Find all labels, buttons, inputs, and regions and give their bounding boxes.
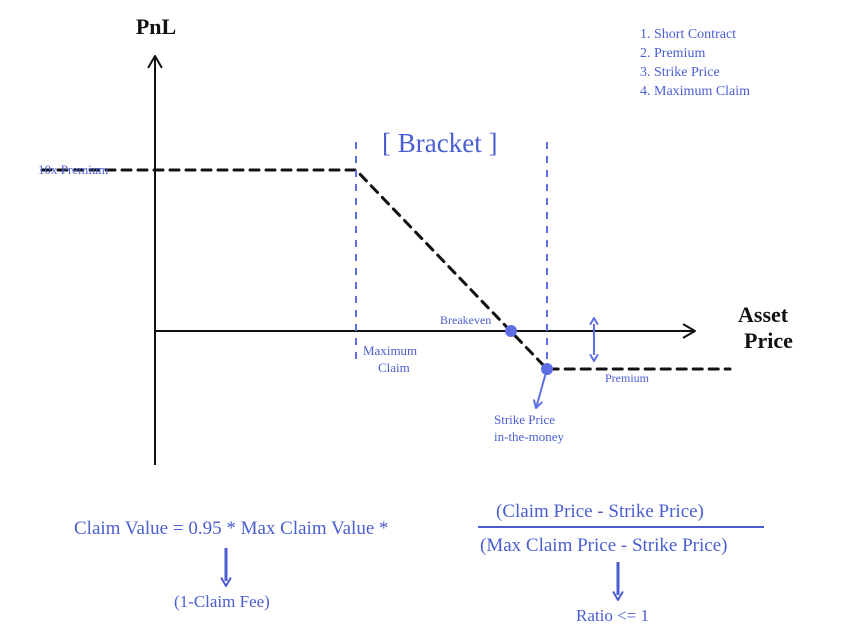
label-premium: Premium [605, 371, 650, 385]
marker-strike [541, 363, 553, 375]
label-breakeven: Breakeven [440, 313, 491, 327]
label-strike_1: Strike Price [494, 412, 555, 427]
label-maximum_claim_1: Maximum [363, 343, 417, 358]
formula-numerator: (Claim Price - Strike Price) [496, 501, 704, 522]
legend-item-0: 1. Short Contract [640, 27, 736, 42]
formula-note-left: (1-Claim Fee) [174, 592, 270, 611]
x-axis-label-line1: Asset [738, 302, 789, 327]
legend-item-2: 3. Strike Price [640, 65, 720, 80]
formula-denominator: (Max Claim Price - Strike Price) [480, 535, 727, 556]
legend-item-3: 4. Maximum Claim [640, 84, 750, 99]
x-axis-label-line2: Price [744, 328, 793, 353]
label-ten_x_premium: 10x Premium [38, 162, 108, 177]
y-axis-label: PnL [136, 14, 176, 39]
label-strike_2: in-the-money [494, 429, 565, 444]
label-maximum_claim_2: Claim [378, 360, 410, 375]
label-bracket: [ Bracket ] [382, 128, 497, 158]
formula-left: Claim Value = 0.95 * Max Claim Value * [74, 518, 389, 539]
legend-item-1: 2. Premium [640, 46, 705, 61]
formula-note-right: Ratio <= 1 [576, 606, 649, 625]
marker-breakeven [505, 325, 517, 337]
